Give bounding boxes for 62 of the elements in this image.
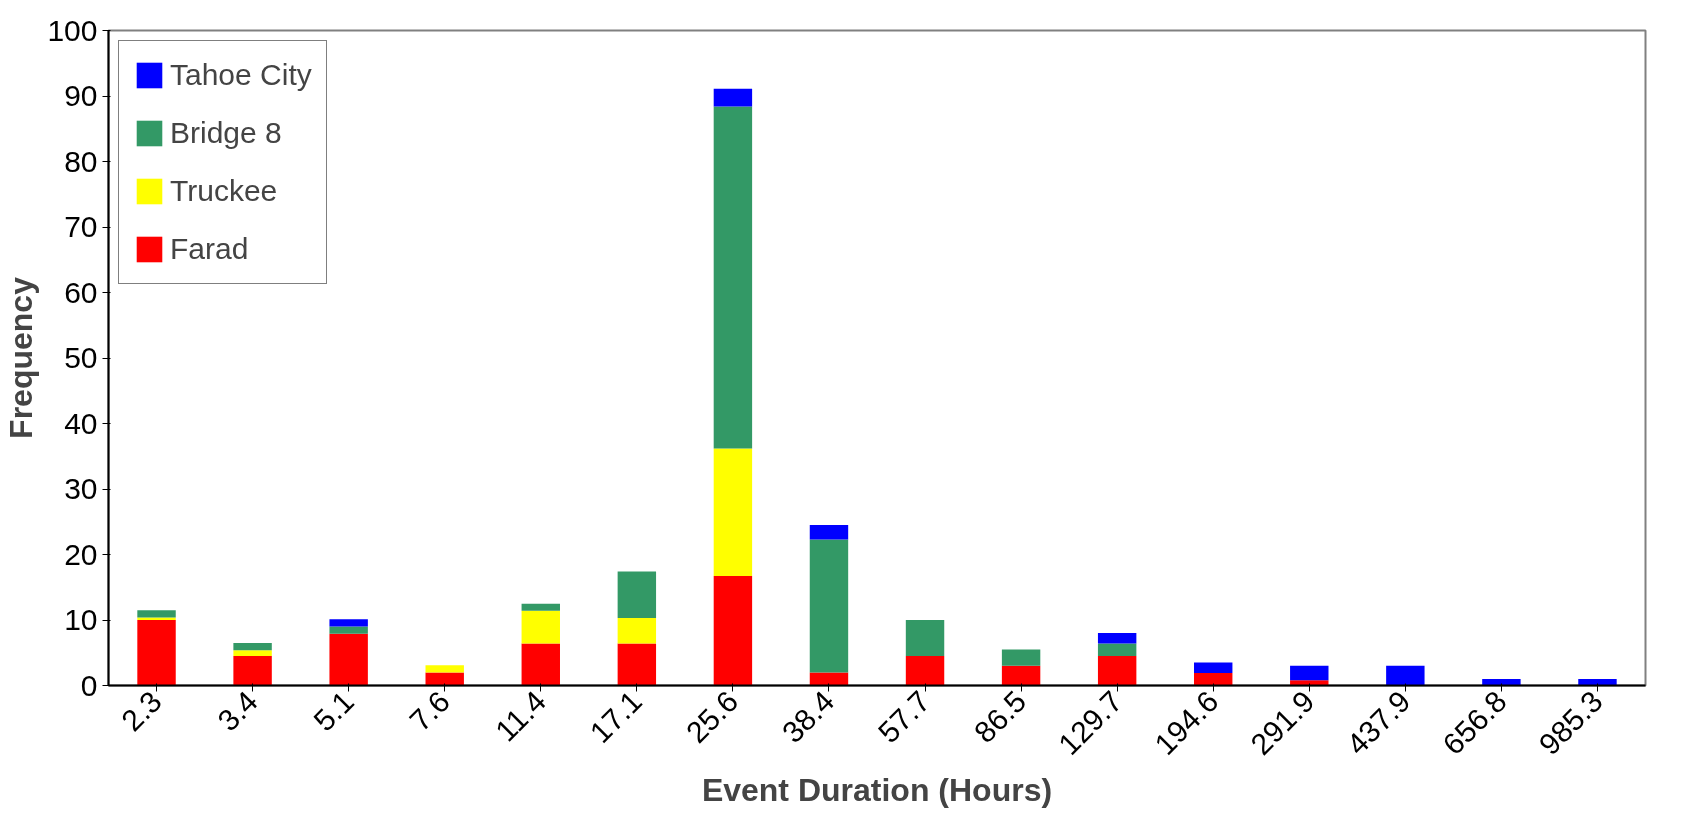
bar — [233, 650, 272, 657]
y-tick-label: 80 — [64, 144, 98, 178]
y-tick-label: 20 — [64, 537, 98, 571]
bar — [425, 672, 464, 686]
bar — [1578, 678, 1617, 686]
bar — [713, 106, 753, 449]
x-tick-label: 3.4 — [211, 684, 264, 738]
y-tick-label: 70 — [64, 210, 98, 243]
bar — [1097, 633, 1137, 644]
y-tick-label: 30 — [64, 472, 98, 505]
bar — [905, 656, 945, 686]
bar — [905, 620, 945, 657]
bar — [617, 571, 657, 619]
x-tick-label: 5.1 — [307, 684, 360, 738]
legend-label: Truckee — [170, 173, 278, 209]
bar — [425, 665, 464, 673]
legend-label: Bridge 8 — [170, 115, 282, 151]
bar — [617, 643, 657, 686]
bar — [809, 672, 849, 686]
bar — [1482, 678, 1521, 686]
y-tick-label: 90 — [64, 79, 98, 112]
bar — [1001, 649, 1041, 666]
bar — [809, 539, 849, 673]
bar — [713, 88, 753, 107]
bar — [713, 448, 753, 577]
bar — [617, 618, 657, 644]
bar — [137, 610, 176, 618]
y-tick-label: 40 — [64, 406, 98, 440]
y-tick-label: 10 — [64, 603, 98, 636]
bar — [521, 610, 560, 644]
legend-label: Farad — [170, 231, 249, 267]
bar — [1386, 665, 1425, 686]
x-axis-title: Event Duration (Hours) — [701, 771, 1053, 808]
y-tick-label: 50 — [64, 341, 98, 374]
bar — [329, 626, 368, 634]
x-tick-label: 11.4 — [489, 684, 553, 748]
x-tick-label: 2.3 — [115, 684, 168, 738]
bar — [329, 633, 368, 686]
x-tick-label: 7.6 — [403, 684, 457, 738]
y-axis-title: Frequency — [3, 276, 40, 439]
bar — [1194, 673, 1233, 686]
bar — [137, 617, 176, 620]
bar — [1097, 656, 1137, 686]
bar — [137, 620, 176, 686]
legend-label: Tahoe City — [170, 57, 312, 93]
bar — [233, 642, 272, 651]
bar — [329, 619, 368, 627]
y-tick-label: 0 — [80, 668, 98, 702]
bar — [521, 603, 560, 611]
y-tick-label: 60 — [64, 275, 98, 309]
x-tick-label: 38.4 — [775, 684, 841, 750]
x-tick-label: 17.1 — [583, 684, 649, 750]
bar — [1194, 662, 1233, 674]
y-tick-label: 100 — [47, 13, 98, 47]
bar — [809, 525, 849, 540]
bar — [233, 656, 272, 686]
bar — [1097, 643, 1137, 657]
bar — [1290, 665, 1329, 681]
bar — [1001, 665, 1041, 686]
bar — [713, 576, 753, 686]
bar — [1290, 680, 1329, 686]
bar — [521, 643, 560, 686]
